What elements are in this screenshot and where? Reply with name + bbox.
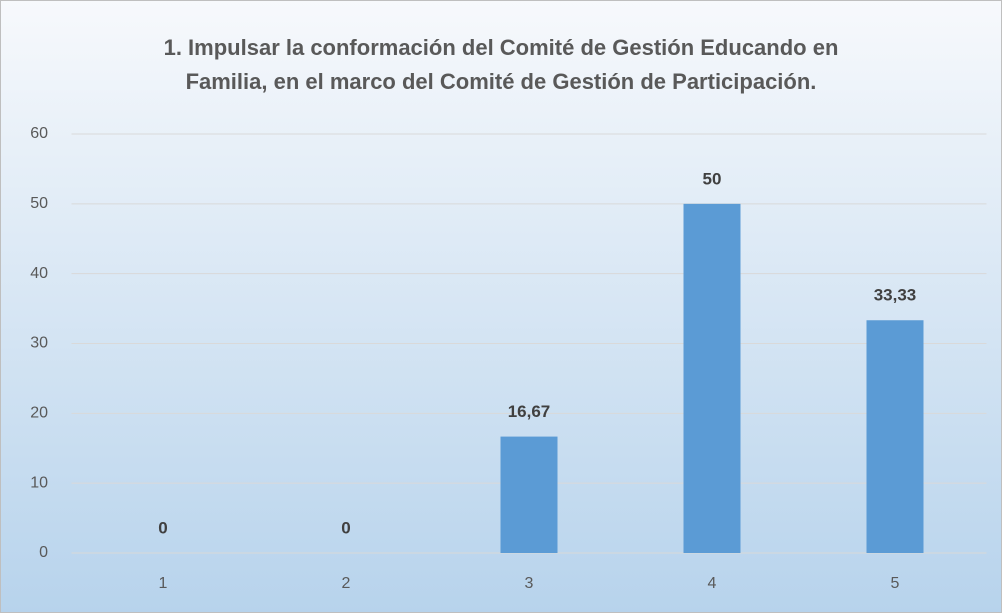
x-tick-label: 5 [891,575,900,592]
chart-title: 1. Impulsar la conformación del Comité d… [164,35,839,60]
y-tick-label: 30 [30,335,48,352]
data-label: 0 [341,518,350,537]
x-tick-label: 4 [708,575,717,592]
y-tick-label: 50 [30,195,48,212]
y-tick-label: 20 [30,405,48,422]
y-tick-label: 40 [30,265,48,282]
x-tick-label: 3 [525,575,534,592]
bar [866,320,924,553]
x-tick-label: 2 [342,575,351,592]
data-label: 0 [158,518,167,537]
y-tick-label: 0 [39,544,48,561]
bar [683,203,741,554]
bar [500,436,558,553]
chart-title: Familia, en el marco del Comité de Gesti… [186,69,817,94]
y-tick-label: 60 [30,125,48,142]
x-tick-label: 1 [159,575,168,592]
data-label: 50 [703,169,722,188]
data-label: 16,67 [508,402,551,421]
data-label: 33,33 [874,286,917,305]
y-tick-label: 10 [30,474,48,491]
